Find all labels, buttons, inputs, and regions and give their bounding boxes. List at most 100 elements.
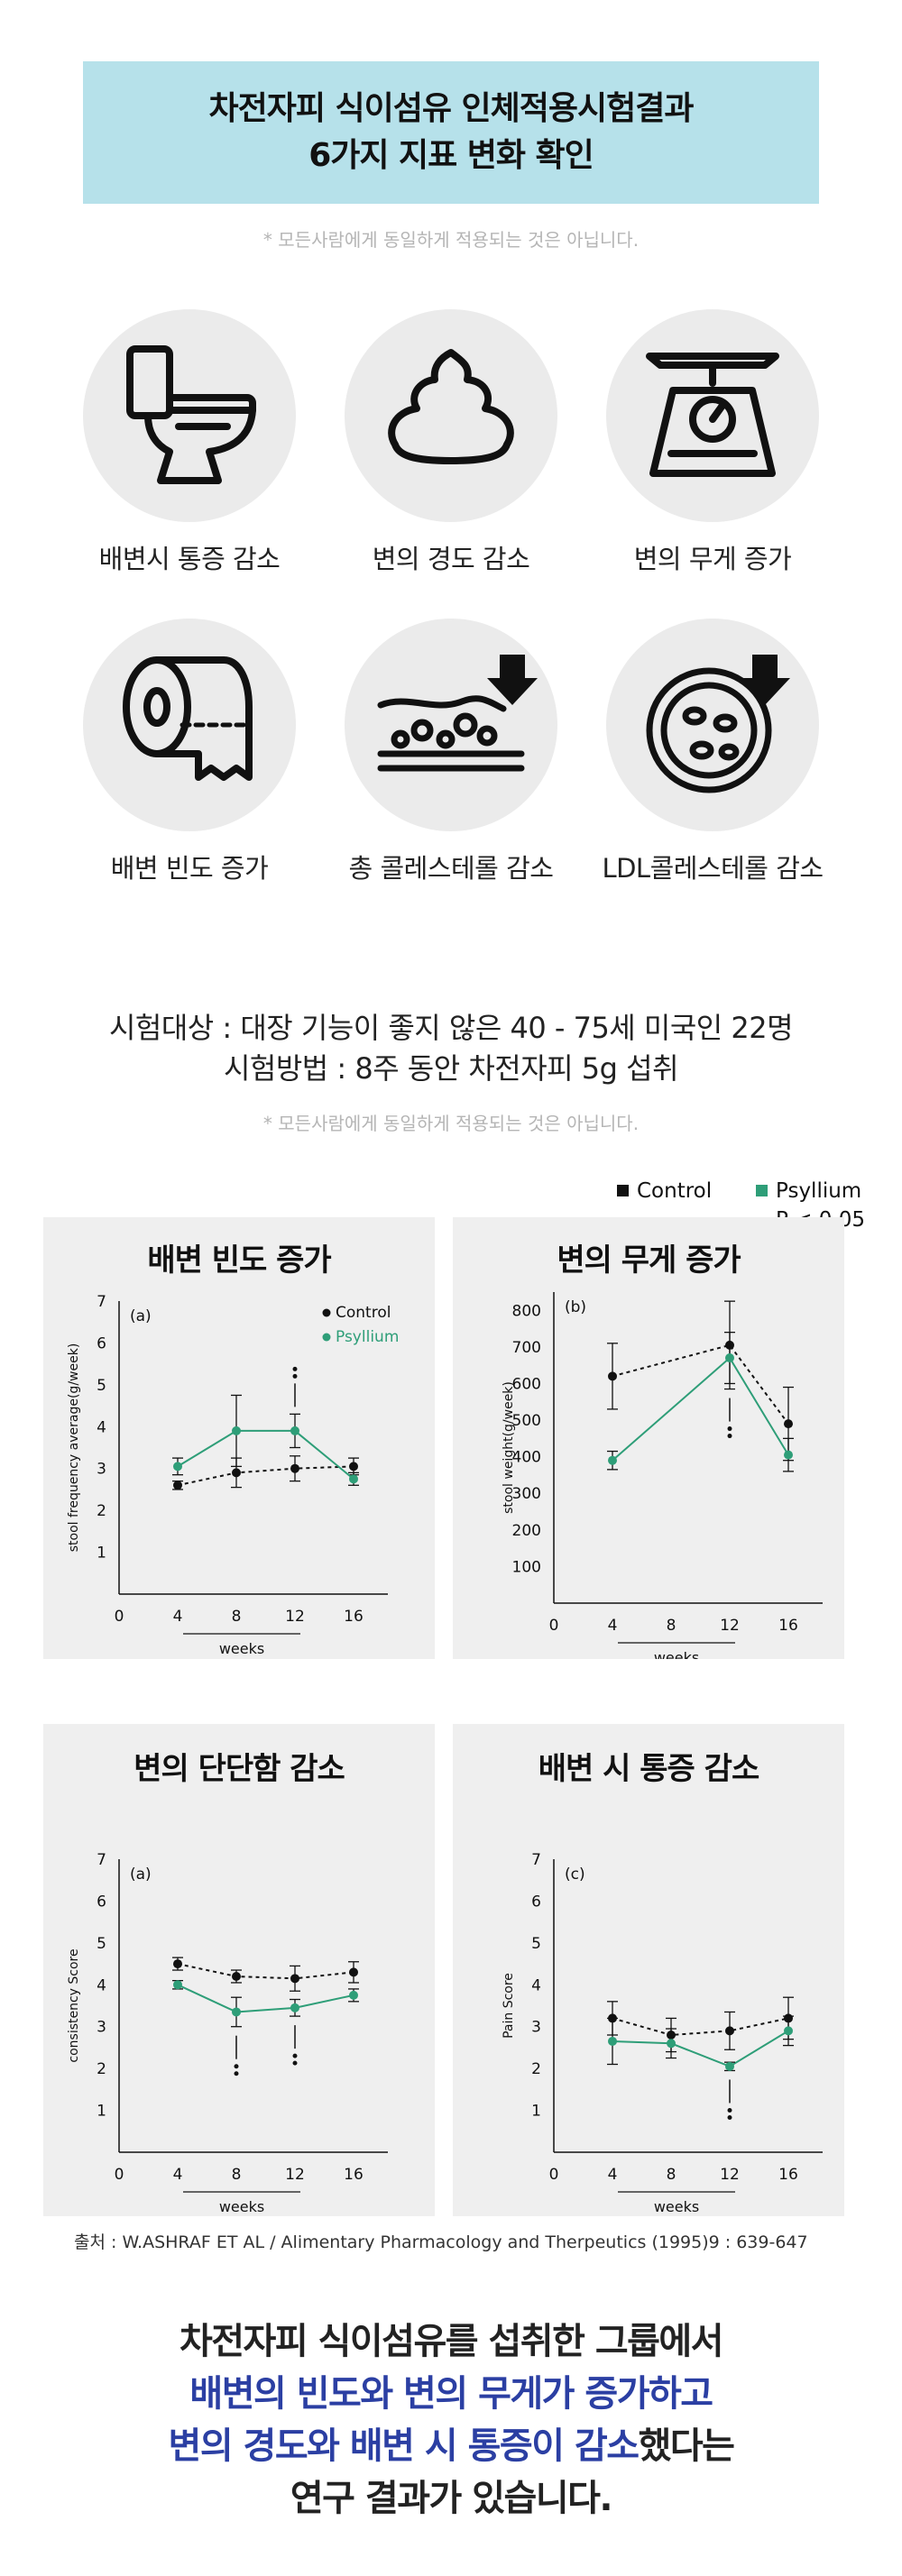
disclaimer-top: * 모든사람에게 동일하게 적용되는 것은 아닙니다. [262,229,640,251]
legend-control-swatch [617,1185,629,1196]
x-tick-label: 0 [115,1608,124,1626]
scale-icon [606,309,819,522]
x-tick-label: 0 [549,2166,559,2184]
chart-panel-weight: 변의 무게 증가 (b) 100 200 300 400 500 600 700 800 0 4 8 1… [453,1217,844,1659]
indicator-label: 총 콜레스테롤 감소 [348,853,554,884]
significance-dot [292,2060,298,2066]
significance-dot [727,2107,732,2113]
chart-panel-consistency: 변의 단단함 감소 (a) 1 2 3 4 5 6 7 0 4 8 12 16 weeks consiste… [43,1724,435,2216]
x-axis-label: weeks [219,2198,264,2215]
chart-weight: (b) 100 200 300 400 500 600 700 800 0 4 8 12 16 weeks s… [502,1292,823,1659]
x-tick-label: 16 [344,1608,364,1626]
psyllium-series-line [177,1984,354,2013]
y-tick-label: 500 [512,1412,541,1430]
inner-legend-psyllium-label: Psyllium [336,1328,399,1346]
y-tick-label: 7 [97,1851,106,1869]
psyllium-series-line [177,1429,354,1481]
x-axis-label: weeks [654,1649,699,1659]
toilet-icon [83,309,296,522]
inner-legend-control-marker [322,1308,331,1317]
closing-text: 차전자피 식이섬유를 섭취한 그룹에서 배변의 빈도와 변의 무게가 증가하고 … [0,2315,902,2525]
control-point [290,1463,299,1473]
chart-panel-frequency: 배변 빈도 증가 (a) 1 2 3 4 5 6 7 0 4 8 12 16 weeks stool fre… [43,1217,435,1659]
closing-line1: 차전자피 식이섬유를 섭취한 그룹에서 [179,2321,724,2362]
x-tick-label: 4 [173,1608,183,1626]
significance-dot [234,2071,239,2076]
control-series-line [177,1963,354,1980]
study-subject: 시험대상 : 대장 기능이 좋지 않은 40 - 75세 미국인 22명 [108,1011,794,1045]
control-point [349,1462,358,1471]
y-tick-label: 1 [531,2103,541,2121]
y-tick-label: 5 [97,1935,106,1953]
psyllium-point [784,1450,793,1460]
control-series-line [177,1465,354,1487]
control-point [232,1468,241,1478]
chart-title: 배변 빈도 증가 [147,1242,331,1279]
psyllium-point [608,2036,617,2046]
header-banner: 차전자피 식이섬유 인체적용시험결과 6가지 지표 변화 확인 [83,61,819,204]
control-point [232,1972,241,1981]
y-tick-label: 7 [97,1293,106,1311]
y-tick-label: 100 [512,1558,541,1576]
psyllium-point [173,1462,182,1471]
significance-dot [292,1373,298,1379]
closing-line4: 연구 결과가 있습니다. [290,2478,613,2519]
indicator-label: 변의 경도 감소 [372,544,530,574]
inner-legend-psyllium-marker [322,1333,331,1342]
psyllium-point [349,1990,358,2000]
chart-title: 변의 무게 증가 [557,1242,741,1279]
y-tick-label: 200 [512,1522,541,1540]
closing-line3-rest: 했다는 [638,2425,735,2467]
header-title-line1: 차전자피 식이섬유 인체적용시험결과 [208,90,695,127]
x-tick-label: 8 [667,2166,676,2184]
chart-panel-label: (c) [565,1866,585,1884]
y-tick-label: 7 [531,1851,541,1869]
y-tick-label: 6 [97,1334,106,1352]
psyllium-point [725,1353,734,1363]
psyllium-point [608,1455,617,1465]
y-tick-label: 2 [97,2060,106,2078]
y-tick-label: 2 [97,1502,106,1520]
x-tick-label: 0 [115,2166,124,2184]
x-tick-label: 12 [285,1608,305,1626]
psyllium-point [232,2007,241,2017]
source-citation: 출처 : W.ASHRAF ET AL / Alimentary Pharmac… [74,2232,808,2252]
psyllium-series-line [612,2030,789,2067]
y-tick-label: 2 [531,2060,541,2078]
y-tick-label: 6 [97,1893,106,1911]
y-tick-label: 3 [97,1461,106,1479]
x-tick-label: 4 [173,2166,183,2184]
indicator-label: 배변 빈도 증가 [110,853,269,884]
y-tick-label: 5 [97,1377,106,1395]
control-point [349,1967,358,1977]
disclaimer-study: * 모든사람에게 동일하게 적용되는 것은 아닙니다. [262,1113,640,1134]
indicator-label: 배변시 통증 감소 [98,544,281,574]
psyllium-series-line [612,1356,789,1462]
x-tick-label: 8 [232,1608,242,1626]
chart-panel-pain: 배변 시 통증 감소 (c) 1 2 3 4 5 6 7 0 4 8 12 16 weeks Pain Sc… [453,1724,844,2216]
x-tick-label: 4 [608,2166,618,2184]
y-tick-label: 400 [512,1449,541,1467]
psyllium-point [784,2026,793,2036]
indicator-label: LDL콜레스테롤 감소 [602,853,824,884]
y-tick-label: 1 [97,2103,106,2121]
y-tick-label: 6 [531,1893,541,1911]
y-tick-label: 3 [97,2019,106,2037]
psyllium-point [173,1980,182,1990]
control-point [173,1481,182,1490]
x-tick-label: 0 [549,1617,559,1635]
y-tick-label: 600 [512,1375,541,1393]
control-point [290,1974,299,1984]
chart-title: 변의 단단함 감소 [133,1751,345,1787]
legend-psyllium-label: Psyllium [776,1179,862,1203]
control-point [784,1419,793,1429]
y-tick-label: 1 [97,1545,106,1563]
y-axis-label: consistency Score [67,1948,81,2062]
legend-control: Control [617,1179,712,1203]
significance-dot [727,1426,732,1432]
psyllium-point [667,2039,676,2049]
x-tick-label: 8 [232,2166,242,2184]
y-axis-label: stool weight(g/week) [502,1381,516,1514]
